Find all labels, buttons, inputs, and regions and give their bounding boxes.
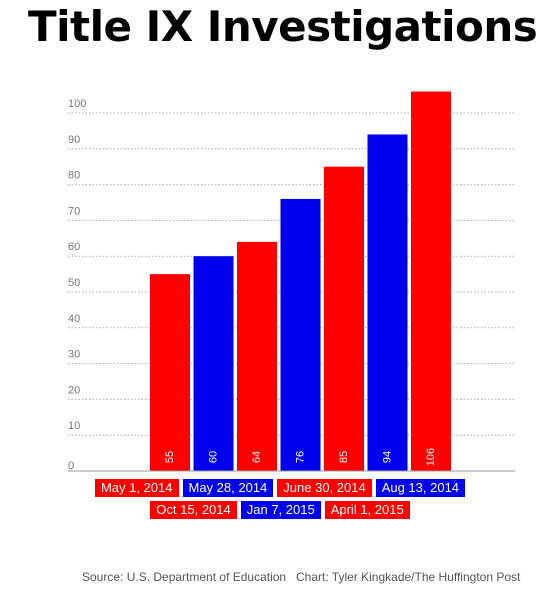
legend-item-aug-13-2014: Aug 13, 2014 [375, 479, 466, 497]
y-tick-label-70: 70 [68, 205, 80, 217]
bar-value-label-4: 85 [338, 451, 350, 463]
bar-oct-15-2014 [324, 166, 364, 471]
y-tick-label-30: 30 [68, 349, 80, 361]
y-tick-label-10: 10 [68, 420, 80, 432]
bar-value-label-2: 64 [251, 451, 263, 463]
legend-item-may-1-2014: May 1, 2014 [94, 479, 179, 497]
y-tick-label-40: 40 [68, 313, 80, 325]
bar-may-1-2014 [150, 274, 190, 471]
y-tick-label-20: 20 [68, 384, 80, 396]
y-tick-label-50: 50 [68, 277, 80, 289]
legend-item-april-1-2015: April 1, 2015 [324, 501, 410, 519]
y-tick-label-0: 0 [68, 460, 74, 472]
bar-value-label-6: 106 [425, 448, 437, 466]
bar-june-30-2014 [237, 241, 277, 471]
y-tick-label-60: 60 [68, 241, 80, 253]
y-tick-label-80: 80 [68, 170, 80, 182]
credit-note: Chart: Tyler Kingkade/The Huffington Pos… [296, 570, 521, 584]
source-note: Source: U.S. Department of Education [82, 570, 287, 584]
y-tick-label-100: 100 [68, 98, 86, 110]
legend: May 1, 2014 May 28, 2014 June 30, 2014 A… [0, 479, 560, 523]
bar-jan-7-2015 [367, 134, 408, 472]
bar-aug-13-2014 [280, 198, 321, 472]
bar-april-1-2015 [411, 91, 451, 472]
legend-row-1: May 1, 2014 May 28, 2014 June 30, 2014 A… [0, 479, 560, 497]
chart-title: Title IX Investigations [28, 2, 538, 51]
bar-value-label-5: 94 [382, 451, 394, 463]
legend-item-may-28-2014: May 28, 2014 [182, 479, 274, 497]
bar-value-label-0: 55 [164, 451, 176, 463]
y-tick-label-90: 90 [68, 134, 80, 146]
bar-value-label-3: 76 [295, 451, 307, 463]
bar-may-28-2014 [193, 256, 234, 471]
legend-item-jan-7-2015: Jan 7, 2015 [240, 501, 321, 519]
bar-value-label-1: 60 [208, 451, 220, 463]
legend-item-oct-15-2014: Oct 15, 2014 [150, 501, 237, 519]
legend-row-2: Oct 15, 2014 Jan 7, 2015 April 1, 2015 [0, 501, 560, 519]
legend-item-june-30-2014: June 30, 2014 [277, 479, 372, 497]
bar-chart: 0 10 20 30 40 50 60 70 80 90 100 55 60 64 76 85 94 106 [68, 91, 515, 472]
